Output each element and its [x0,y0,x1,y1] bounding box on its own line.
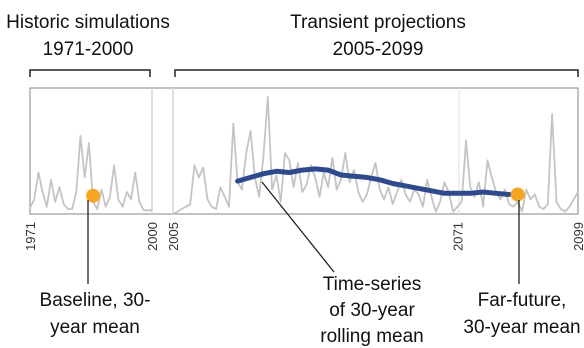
projection-bracket [174,69,579,77]
projection-series-line [172,96,579,215]
rolling-mean-line [235,166,512,197]
projection-header-line2: 2005-2099 [333,39,424,60]
tick-label-t2099: 2099 [571,222,584,251]
baseline-label-line2: year mean [50,317,140,338]
rolling-label-line3: rolling mean [320,326,424,347]
rolling-label-line2: of 30-year [329,300,415,321]
historic-header-line1: Historic simulations [6,12,170,33]
baseline-mean-marker [86,188,101,203]
tick-label-t2071: 2071 [450,222,465,251]
tick-label-t2000: 2000 [145,222,160,251]
x-axis-ticks: 1971 2000 2005 2071 2099 [23,222,584,251]
baseline-label-line1: Baseline, 30- [40,290,151,311]
projection-header-line1: Transient projections [290,12,466,33]
rolling-pointer [261,181,335,273]
far-future-mean-marker [510,187,525,202]
rolling-label-line1: Time-series [323,274,422,295]
farfuture-label-line1: Far-future, [478,290,567,311]
historic-series-line [29,134,152,212]
farfuture-label-line2: 30-year mean [463,317,580,338]
historic-bracket [29,69,151,77]
tick-label-t1971: 1971 [23,222,38,251]
historic-header-line2: 1971-2000 [43,39,134,60]
tick-label-t2005: 2005 [166,222,181,251]
